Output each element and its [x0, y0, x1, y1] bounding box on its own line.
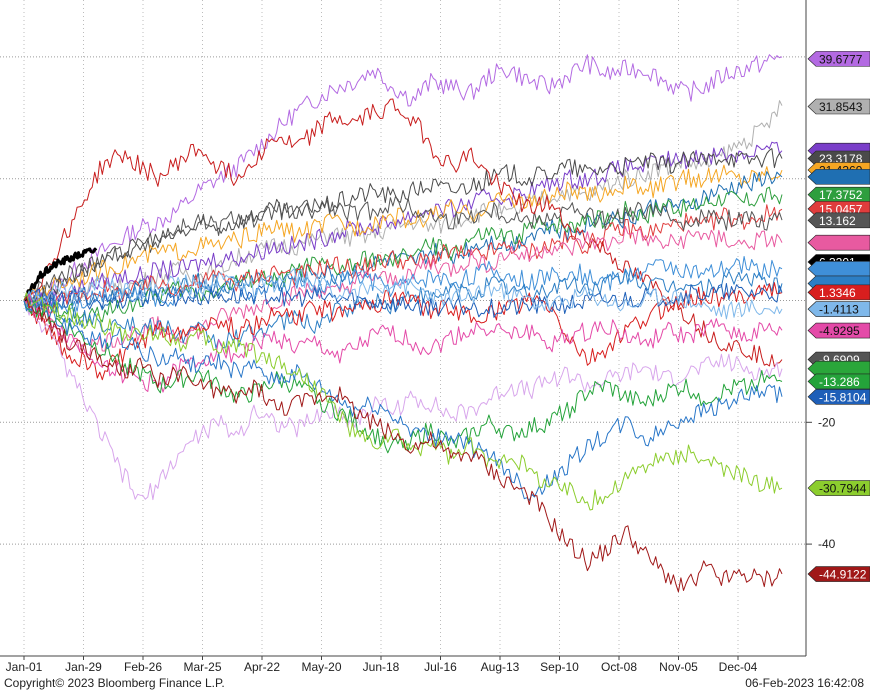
- end-value-label: -4.9295: [807, 322, 870, 339]
- end-label-text: -44.9122: [819, 568, 867, 582]
- y-axis: -40 -20: [806, 415, 836, 551]
- series-line: [23, 300, 783, 454]
- end-label-box: [807, 51, 870, 67]
- y-tick-label: -20: [818, 415, 836, 429]
- x-tick-label: Aug-13: [481, 660, 520, 674]
- end-label-text: 39.6777: [819, 52, 863, 66]
- end-value-label: 1.3346: [807, 284, 870, 301]
- end-label-box: [807, 373, 870, 390]
- series-line: [23, 54, 783, 305]
- end-label-text: -1.4113: [819, 303, 859, 317]
- end-value-label: 39.6777: [807, 51, 870, 67]
- end-value-label: 17.3752: [807, 186, 870, 203]
- end-label-box: [807, 388, 870, 405]
- end-value-label: -1.4113: [807, 301, 870, 317]
- x-axis: Jan-01 Jan-29 Feb-26 Mar-25 Apr-22 May-20 Jun-…: [6, 656, 758, 674]
- end-label-box: [807, 566, 870, 582]
- end-label-box: [807, 234, 870, 251]
- x-tick-label: Sep-10: [540, 660, 579, 674]
- end-label-box: [807, 480, 870, 496]
- end-value-label: -13.286: [807, 373, 870, 390]
- end-value-label: [807, 169, 870, 185]
- end-value-label: 31.8543: [807, 98, 870, 115]
- end-value-label: -15.8104: [807, 388, 870, 405]
- x-tick-label: Jun-18: [363, 660, 400, 674]
- end-label-text: 17.3752: [819, 188, 863, 202]
- end-value-label: 13.162: [807, 212, 870, 229]
- series-line: [23, 293, 783, 393]
- end-label-text: 1.3346: [819, 286, 856, 300]
- series-line: [23, 204, 783, 314]
- copyright-text: Copyright© 2023 Bloomberg Finance L.P.: [4, 676, 225, 690]
- gridlines: [0, 0, 806, 656]
- end-value-label: -44.9122: [807, 566, 870, 582]
- x-tick-label: May-20: [301, 660, 341, 674]
- x-tick-label: Oct-08: [601, 660, 637, 674]
- series-line: [23, 292, 783, 511]
- plot-frame: [0, 0, 807, 657]
- series-line: [23, 148, 783, 306]
- end-value-labels: 39.677731.854323.317821.436917.375215.04…: [807, 51, 870, 582]
- x-tick-label: Jan-29: [65, 660, 102, 674]
- series-line: [23, 256, 783, 313]
- x-tick-label: Jul-16: [424, 660, 457, 674]
- series-line: [23, 247, 98, 303]
- end-label-box: [807, 98, 870, 115]
- y-tick-label: -40: [818, 537, 836, 551]
- x-tick-label: Apr-22: [244, 660, 280, 674]
- x-tick-label: Jan-01: [6, 660, 43, 674]
- end-value-label: [807, 261, 870, 277]
- end-label-text: -15.8104: [819, 390, 867, 404]
- end-label-text: -13.286: [819, 375, 860, 389]
- end-label-box: [807, 284, 870, 301]
- timestamp-text: 06-Feb-2023 16:42:08: [745, 676, 864, 690]
- series-line: [23, 267, 783, 320]
- end-label-box: [807, 212, 870, 229]
- end-label-box: [807, 322, 870, 339]
- series-line: [23, 296, 783, 593]
- end-label-text: -4.9295: [819, 324, 860, 338]
- series-line: [23, 171, 783, 314]
- end-label-text: 31.8543: [819, 100, 863, 114]
- series-line: [23, 196, 783, 303]
- series-line: [23, 300, 783, 501]
- end-label-box: [807, 169, 870, 185]
- x-tick-label: Nov-05: [659, 660, 698, 674]
- series-lines: [23, 54, 783, 593]
- end-value-label: -30.7944: [807, 480, 870, 496]
- x-tick-label: Feb-26: [124, 660, 162, 674]
- series-line: [23, 300, 783, 501]
- x-tick-label: Dec-04: [719, 660, 758, 674]
- x-tick-label: Mar-25: [183, 660, 221, 674]
- end-label-text: 13.162: [819, 214, 856, 228]
- end-label-box: [807, 186, 870, 203]
- end-label-text: -30.7944: [819, 482, 867, 496]
- end-value-label: [807, 234, 870, 251]
- end-label-box: [807, 261, 870, 277]
- series-line: [23, 98, 783, 367]
- series-line: [23, 267, 783, 349]
- end-label-box: [807, 301, 870, 317]
